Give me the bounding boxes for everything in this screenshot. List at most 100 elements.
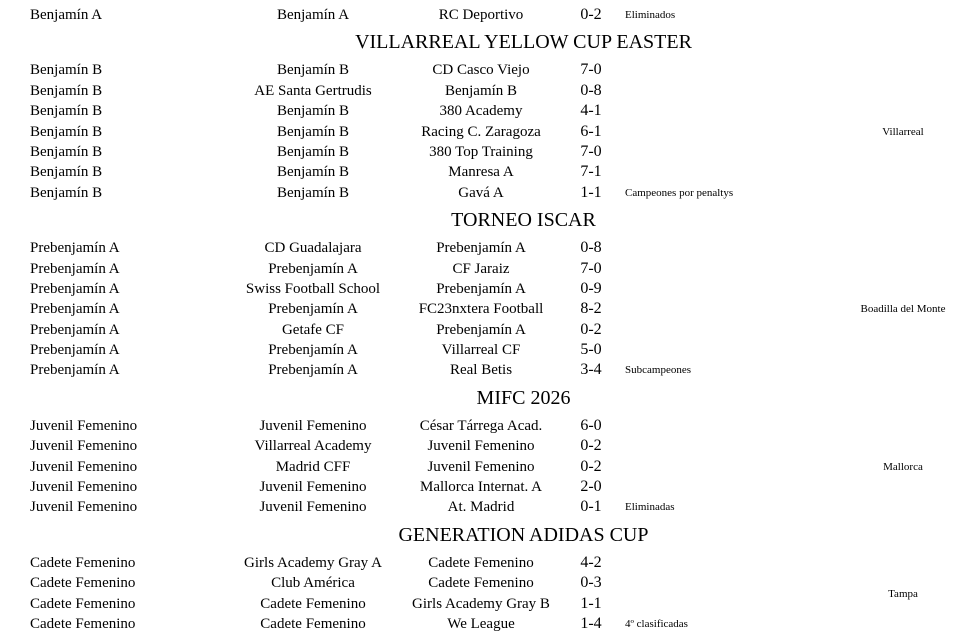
match-score: 7-0 [580, 259, 602, 277]
away-team: We League [447, 615, 515, 632]
match-score: 0-1 [580, 498, 602, 516]
home-team: Benjamín B [276, 103, 350, 120]
match-row: Prebenjamín A Swiss Football School Preben… [0, 279, 979, 299]
match-score: 0-9 [580, 279, 602, 297]
home-team: Getafe CF [281, 321, 345, 338]
match-row: Benjamín B Benjamín B Gavá A 1-1 Campeones p… [0, 183, 979, 203]
match-score: 0-2 [580, 437, 602, 455]
team-category: Benjamín B [30, 164, 103, 181]
away-team: Juvenil Femenino [427, 438, 535, 455]
team-category: Cadete Femenino [30, 554, 136, 571]
match-score: 4-2 [580, 553, 602, 571]
result-note: Eliminadas [625, 501, 675, 514]
home-team: Swiss Football School [245, 280, 381, 297]
match-score: 1-4 [580, 614, 602, 632]
home-team: Juvenil Femenino [259, 479, 367, 496]
home-team: AE Santa Gertrudis [254, 82, 372, 99]
team-category: Benjamín B [30, 103, 103, 120]
tournament-location: Villarreal [882, 125, 924, 138]
away-team: Real Betis [449, 362, 513, 379]
match-score: 0-2 [580, 457, 602, 475]
tournament-title: TORNEO ISCAR [451, 209, 596, 232]
team-category: Benjamín B [30, 62, 103, 79]
home-team: Madrid CFF [275, 458, 351, 475]
match-row: Prebenjamín A Prebenjamín A FC23nxtera Foo… [0, 299, 979, 319]
match-row: Prebenjamín A Prebenjamín A CF Jaraiz 7-0 [0, 259, 979, 279]
match-score: 2-0 [580, 478, 602, 496]
match-row: Prebenjamín A Prebenjamín A Villarreal CF 5… [0, 340, 979, 360]
away-team: Manresa A [448, 164, 514, 181]
home-team: Benjamín B [276, 164, 350, 181]
match-row: Benjamín B AE Santa Gertrudis Benjamín B 0-… [0, 81, 979, 101]
results-block: Benjamín B Benjamín B CD Casco Viejo 7-0 Ben… [0, 60, 979, 203]
home-team: Cadete Femenino [260, 615, 366, 632]
tournament-section: MIFC 2026 Juvenil Femenino Juvenil Femenin… [0, 381, 979, 518]
tournament-section: GENERATION ADIDAS CUP Cadete Femenino Girl… [0, 518, 979, 635]
home-team: Villarreal Academy [254, 438, 372, 455]
team-category: Cadete Femenino [30, 595, 136, 612]
match-row: Cadete Femenino Club América Cadete Femeni… [0, 573, 979, 593]
away-team: Cadete Femenino [428, 575, 534, 592]
match-score: 4-1 [580, 102, 602, 120]
home-team: Benjamín A [276, 7, 350, 23]
team-category: Benjamín B [30, 143, 103, 160]
tournament-section: Benjamín A Benjamín A RC Deportivo 0-2 Elimi… [0, 5, 979, 25]
match-row: Juvenil Femenino Madrid CFF Juvenil Femeni… [0, 457, 979, 477]
match-score: 0-8 [580, 239, 602, 257]
match-score: 6-1 [580, 122, 602, 140]
match-row: Juvenil Femenino Juvenil Femenino Mallorca… [0, 477, 979, 497]
home-team: Cadete Femenino [260, 595, 366, 612]
home-team: Benjamín B [276, 62, 350, 79]
team-category: Prebenjamín A [30, 321, 120, 338]
match-row: Benjamín B Benjamín B Racing C. Zaragoza 6-… [0, 122, 979, 142]
tournament-title: VILLARREAL YELLOW CUP EASTER [355, 31, 692, 54]
results-block: Cadete Femenino Girls Academy Gray A Cadet… [0, 553, 979, 635]
away-team: At. Madrid [447, 499, 515, 516]
team-category: Juvenil Femenino [30, 458, 138, 475]
document-page: Benjamín A Benjamín A RC Deportivo 0-2 Elimi… [0, 5, 979, 634]
team-category: Benjamín B [30, 82, 103, 99]
home-team: Benjamín B [276, 123, 350, 140]
match-row: Benjamín B Benjamín B 380 Academy 4-1 [0, 101, 979, 121]
away-team: Prebenjamín A [436, 240, 526, 257]
tournament-title: GENERATION ADIDAS CUP [398, 523, 649, 546]
team-category: Prebenjamín A [30, 342, 120, 359]
away-team: Mallorca Internat. A [419, 479, 543, 496]
team-category: Cadete Femenino [30, 615, 136, 632]
team-category: Cadete Femenino [30, 575, 136, 592]
team-category: Prebenjamín A [30, 280, 120, 297]
home-team: Juvenil Femenino [259, 417, 367, 434]
tournament-location: Tampa [888, 587, 918, 600]
match-row: Benjamín A Benjamín A RC Deportivo 0-2 Elimi… [0, 5, 979, 25]
tournament-section: VILLARREAL YELLOW CUP EASTER Benjamín B Be… [0, 25, 979, 203]
match-score: 1-1 [580, 183, 602, 201]
team-category: Benjamín A [30, 7, 103, 23]
match-row: Benjamín B Benjamín B Manresa A 7-1 [0, 162, 979, 182]
away-team: CF Jaraiz [452, 260, 510, 277]
match-score: 1-1 [580, 594, 602, 612]
home-team: Benjamín B [276, 184, 350, 201]
home-team: Prebenjamín A [268, 342, 358, 359]
team-category: Juvenil Femenino [30, 417, 138, 434]
match-row: Benjamín B Benjamín B CD Casco Viejo 7-0 [0, 60, 979, 80]
home-team: Girls Academy Gray A [244, 554, 382, 571]
match-row: Cadete Femenino Girls Academy Gray A Cadet… [0, 553, 979, 573]
match-score: 0-3 [580, 574, 602, 592]
away-team: Racing C. Zaragoza [421, 123, 541, 140]
tournament-title: MIFC 2026 [476, 386, 571, 409]
team-category: Juvenil Femenino [30, 438, 138, 455]
match-score: 5-0 [580, 341, 602, 359]
away-team: Prebenjamín A [436, 280, 526, 297]
team-category: Prebenjamín A [30, 240, 120, 257]
match-row: Cadete Femenino Cadete Femenino We League 1… [0, 614, 979, 634]
away-team: Gavá A [458, 184, 504, 201]
result-note: Subcampeones [625, 364, 691, 377]
match-row: Benjamín B Benjamín B 380 Top Training 7-0 [0, 142, 979, 162]
results-block: Prebenjamín A CD Guadalajara Prebenjamín A… [0, 238, 979, 381]
match-score: 0-2 [580, 320, 602, 338]
home-team: Juvenil Femenino [259, 499, 367, 516]
away-team: Benjamín B [444, 82, 518, 99]
match-row: Prebenjamín A Prebenjamín A Real Betis 3-4 S… [0, 360, 979, 380]
team-category: Prebenjamín A [30, 260, 120, 277]
away-team: Juvenil Femenino [427, 458, 535, 475]
